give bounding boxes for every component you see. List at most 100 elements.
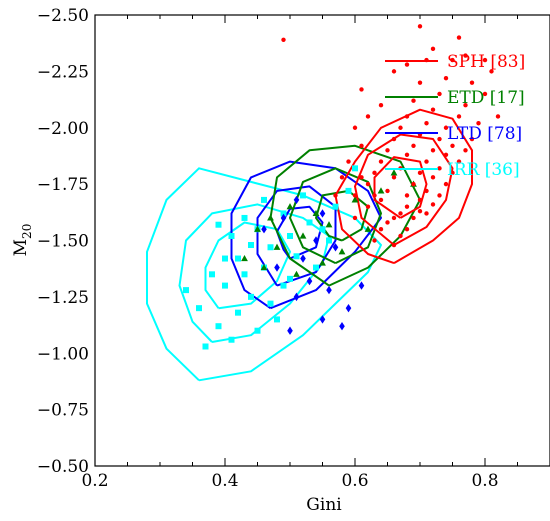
point-sph-83 [378,227,384,232]
point-sph-83 [404,193,410,198]
point-irr-36 [313,264,319,271]
legend: SPH [83] ETD [17] LTD [78] IRR [36] [385,52,525,180]
y-tick-label: −0.75 [37,401,89,421]
point-sph-83 [430,46,436,52]
point-ltd-78 [293,195,300,205]
y-tick-label: −2.00 [37,119,89,139]
point-sph-83 [495,114,501,119]
point-irr-36 [228,336,235,343]
point-sph-83 [372,170,377,176]
point-etd-17 [325,221,333,228]
point-etd-17 [390,169,398,176]
point-irr-36 [267,244,274,251]
point-sph-83 [424,121,429,126]
point-ltd-78 [306,276,313,286]
point-irr-36 [215,221,222,228]
x-tick-label: 0.4 [211,471,238,491]
point-ltd-78 [300,254,306,263]
point-sph-83 [372,238,377,243]
point-etd-17 [319,259,326,266]
point-sph-83 [443,125,449,130]
point-sph-83 [352,215,358,221]
point-irr-36 [209,271,215,278]
contour-sph-83-level-1 [334,108,473,265]
point-sph-83 [404,204,410,209]
point-sph-83 [346,159,351,164]
point-sph-83 [391,242,397,248]
point-etd-17 [267,214,274,221]
point-sph-83 [391,136,397,142]
point-sph-83 [411,215,416,221]
point-sph-83 [411,181,416,187]
point-irr-36 [183,287,189,294]
point-etd-17 [254,225,261,232]
point-sph-83 [398,211,403,216]
point-sph-83 [450,143,455,148]
point-etd-17 [351,196,359,203]
point-sph-83 [482,91,488,97]
contour-layer [146,108,473,382]
point-irr-36 [306,219,313,226]
point-sph-83 [365,204,371,209]
point-sph-83 [281,37,286,43]
point-sph-83 [404,114,410,119]
point-sph-83 [352,125,358,130]
point-sph-83 [443,75,449,81]
point-etd-17 [364,225,372,232]
contour-irr-36-level-3 [204,221,291,310]
point-irr-36 [228,232,235,239]
point-etd-17 [338,248,346,255]
point-sph-83 [359,143,364,148]
contour-etd-17-level-3 [315,189,369,242]
point-sph-83 [411,98,416,103]
x-tick-label: 0.8 [471,471,498,491]
point-etd-17 [293,270,300,277]
point-etd-17 [260,263,268,271]
point-irr-36 [248,242,254,249]
x-tick-label: 0.2 [81,471,108,491]
point-irr-36 [345,187,352,194]
y-axis-title: M20 [11,224,34,257]
y-tick-label: −1.25 [37,288,89,308]
point-ltd-78 [319,209,326,218]
point-sph-83 [424,159,429,164]
point-irr-36 [222,255,228,262]
point-ltd-78 [313,236,319,245]
point-ltd-78 [326,285,332,295]
point-sph-83 [417,208,423,214]
point-etd-17 [377,187,385,194]
point-sph-83 [463,103,468,108]
point-sph-83 [385,188,390,194]
point-irr-36 [241,214,248,221]
point-ltd-78 [319,315,326,324]
point-sph-83 [378,103,384,108]
point-sph-83 [398,233,403,239]
point-sph-83 [463,148,468,153]
point-sph-83 [469,80,475,85]
point-ltd-78 [261,225,267,234]
point-sph-83 [437,193,442,198]
y-tick-label: −2.25 [37,62,89,82]
point-sph-83 [365,181,371,187]
point-sph-83 [417,80,423,85]
plot-frame [94,14,550,467]
legend-label-ltd-78: LTD [78] [447,124,522,144]
point-irr-36 [267,300,274,307]
point-etd-17 [299,232,307,239]
point-irr-36 [235,309,241,316]
point-irr-36 [352,165,358,172]
point-ltd-78 [332,243,339,252]
point-sph-83 [391,215,397,221]
point-sph-83 [430,175,436,180]
x-tick-label: 0.6 [341,471,368,491]
point-sph-83 [443,181,449,187]
point-sph-83 [430,107,436,112]
point-irr-36 [235,255,241,262]
y-axis-title-main: M [11,239,31,256]
point-sph-83 [385,220,390,225]
point-irr-36 [202,343,209,350]
point-sph-83 [359,175,364,180]
point-sph-83 [450,170,455,176]
y-axis-title-subscript: 20 [20,224,34,239]
point-sph-83 [372,193,377,198]
